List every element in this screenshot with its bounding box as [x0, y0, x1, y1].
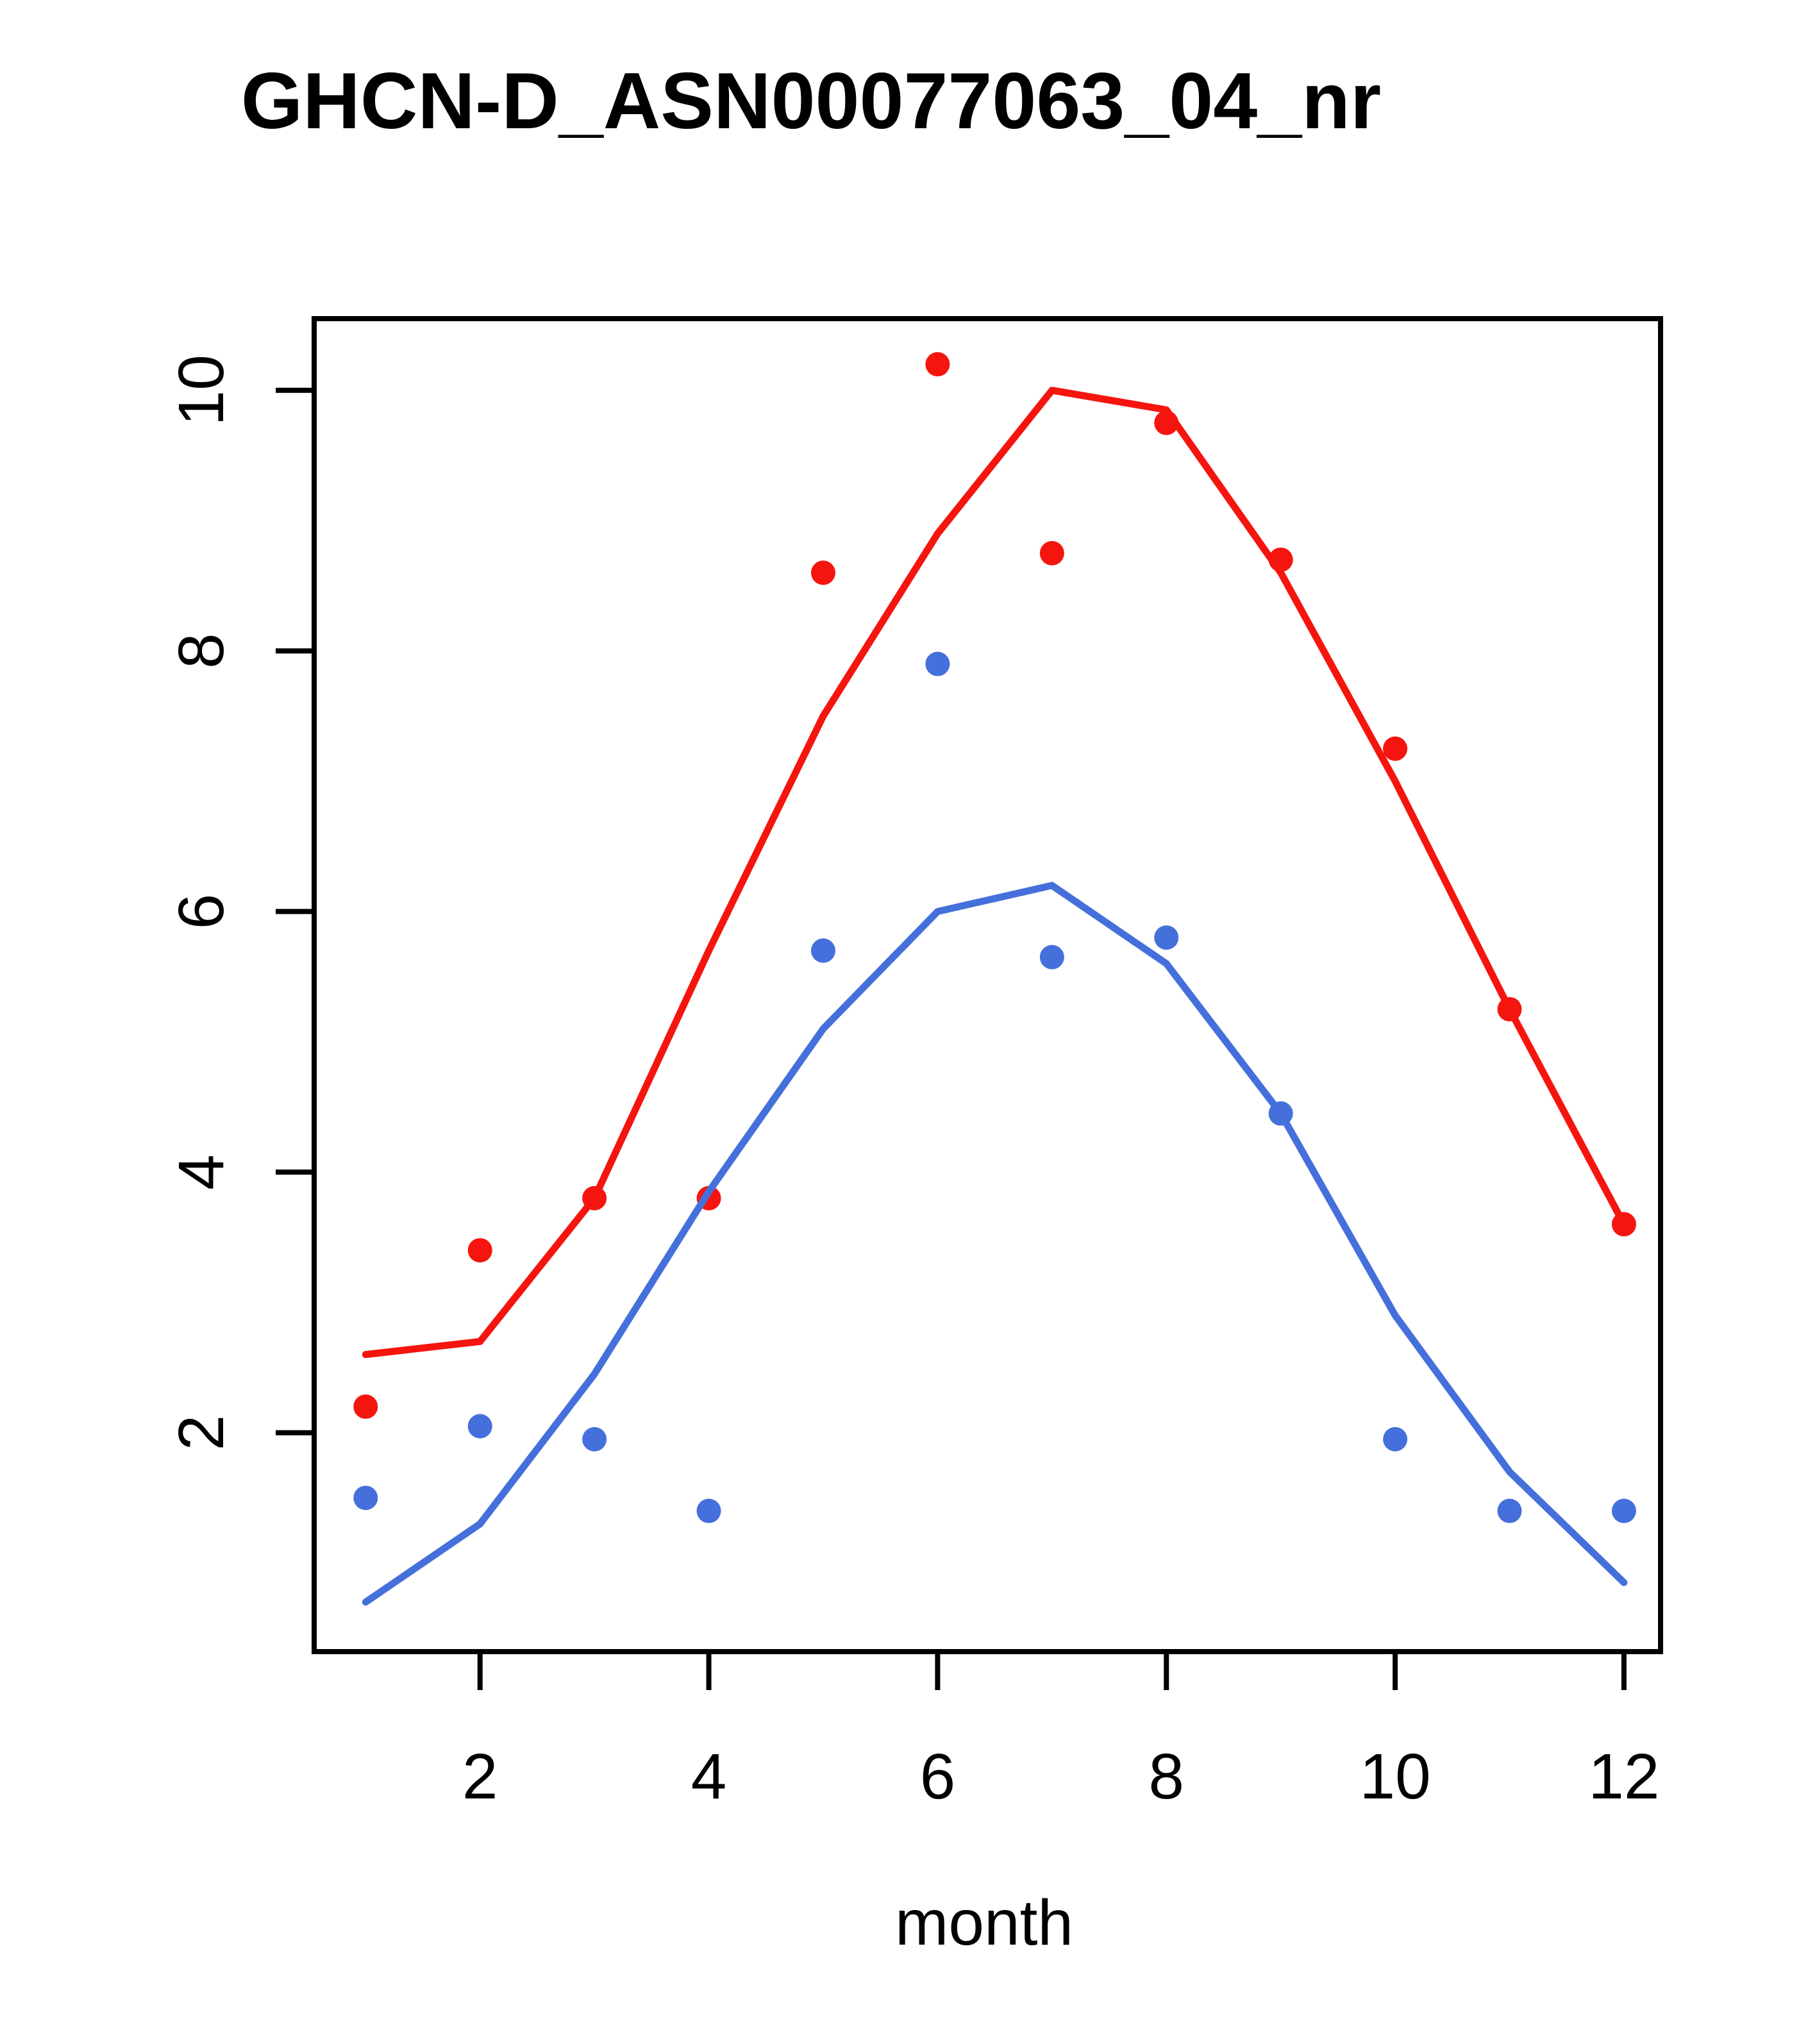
y-tick-label: 6 [165, 894, 237, 930]
blue-point [353, 1486, 378, 1511]
x-tick-label: 6 [920, 1741, 956, 1813]
blue-point [696, 1498, 721, 1523]
red-point [353, 1394, 378, 1419]
y-tick-label: 4 [165, 1154, 237, 1190]
y-tick-label: 10 [165, 355, 237, 426]
blue-point [582, 1427, 607, 1452]
blue-point [1497, 1498, 1522, 1523]
y-tick-label: 8 [165, 633, 237, 669]
plot-area: 2 4 6 8 10 12 2 4 6 8 10 [165, 316, 1663, 1813]
blue-point [1611, 1498, 1636, 1523]
blue-point [467, 1414, 492, 1439]
red-point [1039, 540, 1064, 565]
y-tick-label: 2 [165, 1415, 237, 1451]
x-axis-label: month [895, 1887, 1073, 1959]
x-tick-label: 12 [1588, 1741, 1659, 1813]
red-point [1383, 736, 1408, 761]
blue-point [1039, 944, 1064, 969]
blue-line-path [362, 882, 1628, 1606]
x-tick-label: 4 [691, 1741, 727, 1813]
chart-title: GHCN-D_ASN00077063_04_nr [241, 57, 1381, 146]
plot-box [312, 316, 1663, 1654]
red-point [810, 560, 835, 585]
blue-point [1383, 1427, 1408, 1452]
blue-point [810, 938, 835, 963]
red-point [925, 352, 950, 377]
x-tick-label: 10 [1359, 1741, 1430, 1813]
blue-point [925, 651, 950, 676]
red-point [467, 1238, 492, 1263]
blue-point [1154, 925, 1179, 950]
x-tick-label: 8 [1148, 1741, 1184, 1813]
x-tick-label: 2 [462, 1741, 498, 1813]
red-line-path [362, 387, 1628, 1359]
